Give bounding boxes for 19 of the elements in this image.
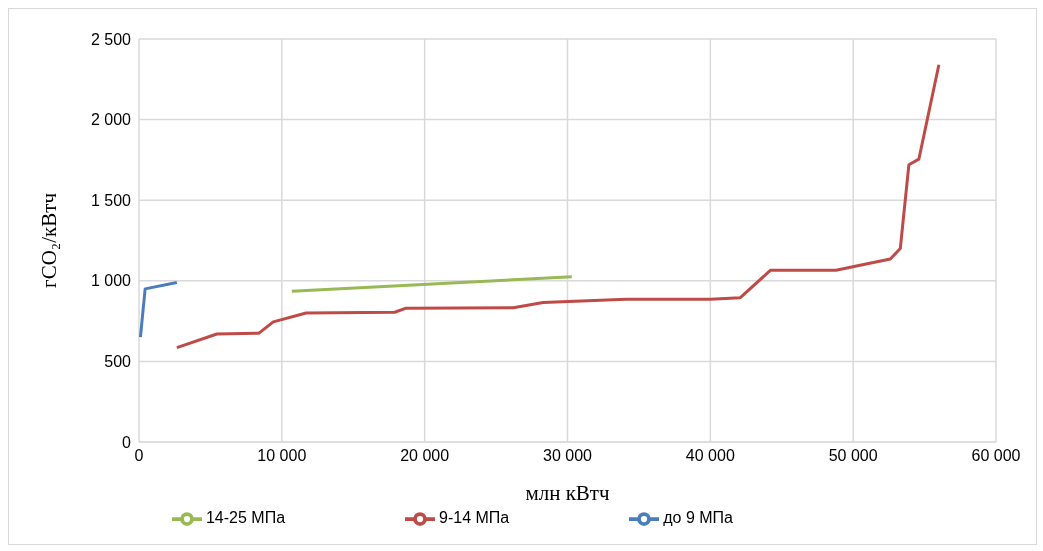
x-tick-label: 50 000 [828,447,878,465]
x-tick-label: 30 000 [543,447,593,465]
x-tick-label: 20 000 [400,447,450,465]
legend-label: до 9 МПа [663,509,734,527]
legend-label: 9-14 МПа [439,509,510,527]
y-tick-label: 1 000 [90,272,132,290]
x-tick-label: 40 000 [685,447,735,465]
x-tick-label: 10 000 [257,447,307,465]
x-tick-label: 60 000 [971,447,1021,465]
line-series [175,63,941,350]
y-tick-label: 2 000 [90,111,132,129]
y-tick-label: 0 [122,433,132,451]
y-tick-label: 500 [104,353,132,371]
y-tick-label: 1 500 [90,191,132,209]
y-axis-title: гCO₂/кВтч [37,192,62,288]
x-tick-label: 0 [134,447,144,465]
legend-label: 14-25 МПа [205,509,286,527]
x-axis-title: млн кВтч [525,481,611,505]
y-tick-label: 2 500 [90,30,132,48]
